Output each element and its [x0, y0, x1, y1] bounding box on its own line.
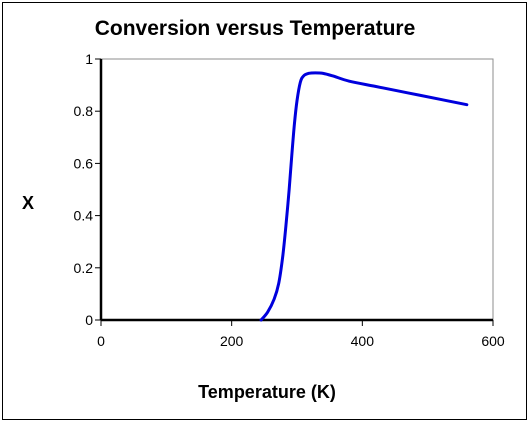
chart-title: Conversion versus Temperature [95, 17, 416, 40]
y-tick-label: 0.8 [74, 103, 94, 119]
y-axis-label: X [22, 193, 34, 213]
y-ticks: 0 0.2 0.4 0.6 0.8 1 [74, 51, 101, 328]
x-axis-label: Temperature (K) [198, 382, 336, 402]
chart-frame [2, 2, 527, 420]
y-tick-label: 0 [85, 312, 93, 328]
y-tick-label: 0.6 [74, 155, 94, 171]
y-tick-label: 0.2 [74, 260, 94, 276]
x-ticks: 0 200 400 600 [97, 320, 505, 349]
x-tick-label: 600 [481, 333, 505, 349]
x-tick-label: 0 [97, 333, 105, 349]
series-line [259, 71, 469, 322]
series-group [259, 71, 469, 322]
x-tick-label: 200 [220, 333, 244, 349]
y-tick-label: 1 [85, 51, 93, 67]
x-tick-label: 400 [351, 333, 375, 349]
y-tick-label: 0.4 [74, 208, 94, 224]
